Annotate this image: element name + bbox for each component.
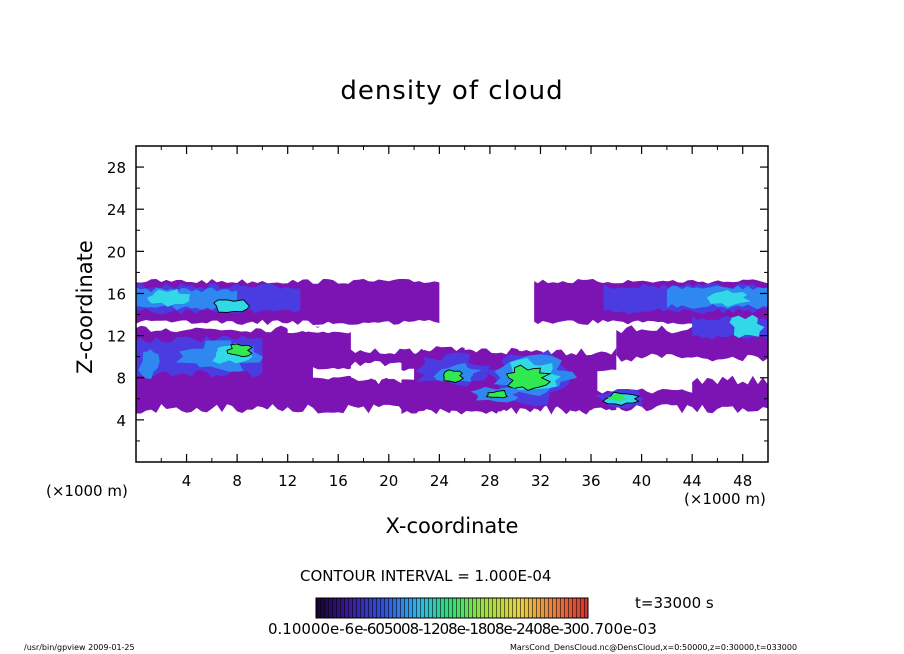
y-tick-label: 4: [116, 412, 126, 430]
x-tick-label: 24: [430, 472, 449, 490]
x-axis-label: X-coordinate: [385, 514, 519, 538]
x-tick-label: 44: [683, 472, 702, 490]
x-axis-unit: (×1000 m): [684, 490, 766, 508]
x-tick-label: 20: [379, 472, 398, 490]
cloud-cell: [146, 288, 190, 307]
cloud-cell: [505, 364, 552, 391]
plot-frame: [135, 145, 769, 463]
colorbar-start-label: 0.10000e-6: [268, 620, 355, 638]
x-tick-label: 40: [632, 472, 651, 490]
cloud-cell: [138, 349, 160, 380]
time-label: t=33000 s: [635, 594, 714, 612]
y-tick-label: 24: [107, 201, 126, 219]
x-tick-label: 8: [232, 472, 242, 490]
footer-source: MarsCond_DensCloud.nc@DensCloud,x=0:5000…: [510, 643, 798, 652]
x-tick-label: 12: [278, 472, 297, 490]
y-axis-label: Z-coordinate: [73, 240, 97, 374]
y-tick-label: 12: [107, 328, 126, 346]
y-tick-label: 20: [107, 243, 126, 261]
colorbar: [315, 597, 589, 619]
y-axis-unit: (×1000 m): [46, 482, 128, 500]
x-tick-label: 28: [480, 472, 499, 490]
x-tick-label: 48: [733, 472, 752, 490]
cloud-region: [312, 331, 339, 340]
x-tick-label: 4: [182, 472, 192, 490]
cloud-region: [597, 369, 693, 394]
cloud-region: [464, 274, 535, 352]
footer-program: /usr/bin/gpview 2009-01-25: [24, 643, 135, 652]
cloud-cell: [607, 393, 626, 401]
y-tick-label: 16: [107, 285, 126, 303]
x-tick-label: 32: [531, 472, 550, 490]
cloud-cell: [729, 314, 765, 338]
cloud-cell: [226, 343, 254, 358]
cloud-region: [287, 325, 440, 334]
cloud-cell: [706, 290, 751, 307]
chart-title: density of cloud: [340, 76, 564, 106]
cloud-cell: [213, 299, 251, 313]
cloud-region: [312, 367, 415, 380]
cloud-cell: [485, 390, 508, 399]
y-tick-label: 8: [116, 370, 126, 388]
x-tick-label: 36: [581, 472, 600, 490]
x-tick-label: 16: [329, 472, 348, 490]
colorbar-end-label: 0.700e-03: [580, 620, 657, 638]
y-tick-label: 28: [107, 159, 126, 177]
contour-interval-label: CONTOUR INTERVAL = 1.000E-04: [300, 567, 552, 585]
cloud-cell: [443, 369, 465, 383]
colorbar-labels: 0.10000e-6e-605008-1208e-1808e-2408e-300…: [268, 620, 657, 638]
